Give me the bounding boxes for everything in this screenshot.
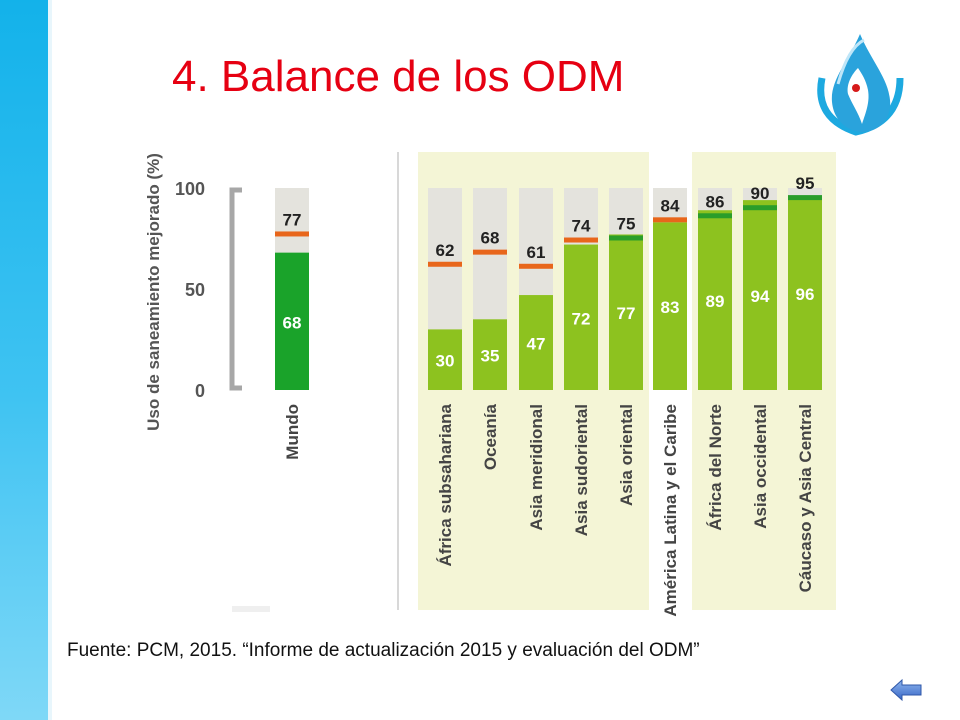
category-label: Asia sudoriental [572, 404, 591, 536]
bar-value-label: 94 [751, 287, 770, 306]
source-citation: Fuente: PCM, 2015. “Informe de actualiza… [67, 640, 700, 661]
target-marker [743, 205, 777, 211]
bar-value-label: 72 [572, 309, 591, 328]
y-tick-label: 0 [195, 381, 205, 401]
target-value-label: 90 [751, 184, 770, 203]
category-label: Asia oriental [617, 404, 636, 506]
category-label: África del Norte [706, 404, 725, 531]
target-marker [653, 217, 687, 223]
target-value-label: 77 [283, 210, 302, 229]
bar [788, 196, 822, 390]
target-marker [428, 261, 462, 267]
y-tick-label: 50 [185, 280, 205, 300]
bar-value-label: 89 [706, 292, 725, 311]
bar-value-label: 30 [436, 352, 455, 371]
bar-value-label: 68 [283, 313, 302, 332]
target-marker [473, 249, 507, 255]
target-marker [519, 263, 553, 269]
target-value-label: 68 [481, 229, 500, 248]
bar [473, 319, 507, 390]
bar [275, 252, 309, 390]
y-axis-bracket [229, 187, 242, 391]
bar [698, 210, 732, 390]
target-marker [698, 213, 732, 219]
bar [609, 234, 643, 390]
target-marker [609, 235, 643, 241]
bar-value-label: 35 [481, 347, 500, 366]
category-label: Asia meridional [527, 404, 546, 531]
side-band [0, 0, 52, 720]
category-label: América Latina y el Caribe [661, 404, 680, 617]
category-label: Oceanía [481, 403, 500, 470]
target-value-label: 75 [617, 215, 636, 234]
slide-title: 4. Balance de los ODM [172, 52, 625, 101]
bar-value-label: 96 [796, 285, 815, 304]
bar-value-label: 83 [661, 298, 680, 317]
target-value-label: 61 [527, 243, 546, 262]
category-label: Cáucaso y Asia Central [796, 404, 815, 592]
baseline-stub [232, 606, 270, 612]
target-value-label: 95 [796, 174, 815, 193]
bar [743, 200, 777, 390]
bar [564, 244, 598, 390]
target-value-label: 84 [661, 196, 680, 215]
bar [519, 295, 553, 390]
bar [653, 222, 687, 390]
target-value-label: 74 [572, 217, 591, 236]
y-axis-label: Uso de saneamiento mejorado (%) [144, 153, 163, 431]
target-marker [564, 237, 598, 243]
bar-value-label: 47 [527, 335, 546, 354]
category-label: África subsahariana [436, 403, 455, 566]
back-arrow-icon[interactable] [889, 678, 923, 702]
bar-value-label: 77 [617, 304, 636, 323]
bar [428, 329, 462, 390]
target-marker [788, 195, 822, 201]
category-label: Asia occidental [751, 404, 770, 529]
water-drop-logo [817, 34, 904, 136]
y-tick-label: 100 [175, 179, 205, 199]
category-label: Mundo [283, 404, 302, 460]
target-marker [275, 231, 309, 237]
target-value-label: 62 [436, 241, 455, 260]
target-value-label: 86 [706, 192, 725, 211]
